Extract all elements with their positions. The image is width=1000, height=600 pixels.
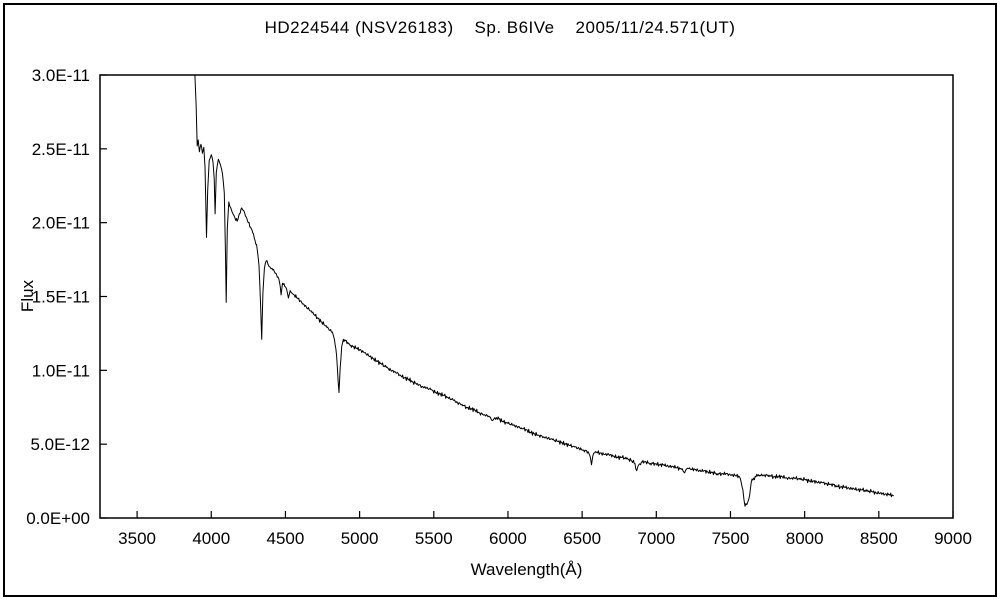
x-tick-label: 7500 xyxy=(712,529,750,548)
x-tick-label: 8000 xyxy=(786,529,824,548)
x-tick-label: 4000 xyxy=(192,529,230,548)
y-tick-label: 3.0E-11 xyxy=(32,66,90,85)
y-tick-label: 0.0E+00 xyxy=(26,509,90,528)
spectrum-line xyxy=(194,74,894,507)
x-axis-label: Wavelength(Å) xyxy=(470,560,583,579)
y-tick-label: 2.0E-11 xyxy=(32,214,90,233)
y-tick-label: 1.5E-11 xyxy=(32,288,90,307)
x-tick-label: 7000 xyxy=(637,529,675,548)
chart-title: HD224544 (NSV26183) Sp. B6IVe 2005/11/24… xyxy=(264,18,736,37)
x-tick-label: 4500 xyxy=(267,529,305,548)
y-axis-label: Flux xyxy=(18,279,37,313)
y-tick-label: 1.0E-11 xyxy=(32,361,90,380)
x-tick-label: 8500 xyxy=(860,529,898,548)
x-tick-label: 3500 xyxy=(118,529,156,548)
plot-border xyxy=(99,74,954,519)
x-tick-label: 6500 xyxy=(563,529,601,548)
x-tick-label: 6000 xyxy=(489,529,527,548)
y-tick-label: 2.5E-11 xyxy=(32,140,90,159)
y-tick-label: 5.0E-12 xyxy=(30,435,90,454)
x-tick-label: 5500 xyxy=(415,529,453,548)
x-tick-label: 9000 xyxy=(934,529,972,548)
x-tick-label: 5000 xyxy=(341,529,379,548)
